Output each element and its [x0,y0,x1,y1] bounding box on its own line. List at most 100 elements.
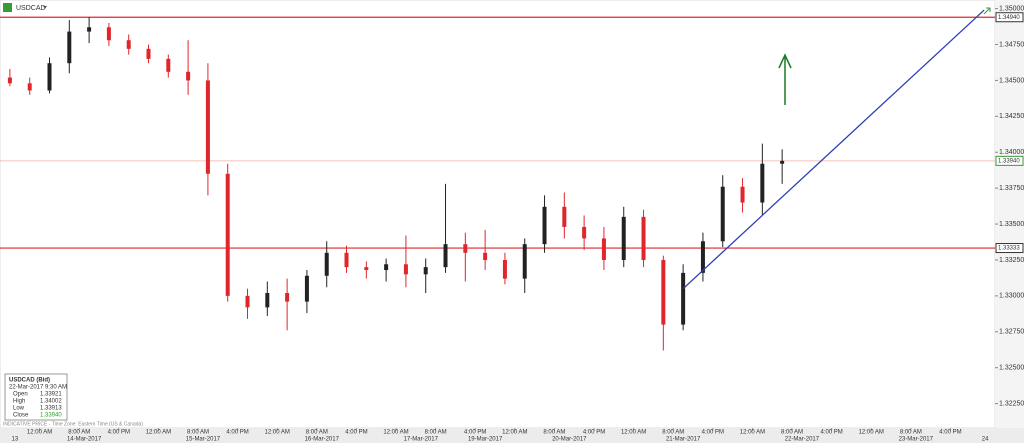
symbol-icon [3,3,12,12]
x-tick-label: 4:00 PM [226,430,248,436]
green-arrow [778,53,792,105]
x-tick-label: 8:00 AM [900,430,922,436]
candle-body [205,80,210,174]
y-tick-label: 1.32250 [999,400,1024,407]
candle-body [740,186,745,203]
x-tick-label: 12:00 AM [27,430,52,436]
date-label: 14-Mar-2017 [67,437,102,443]
x-tick-label: 8:00 AM [662,430,684,436]
y-tick-label: 1.33750 [999,185,1024,192]
candle-body [483,252,488,260]
info-box: USDCAD (Bid) 22-Mar-2017 9:30 AM Open 1.3… [4,373,68,421]
candle-body [364,267,369,271]
candle-body [304,275,309,302]
y-tick-label: 1.33250 [999,257,1024,264]
candle-body [502,259,507,279]
date-label: 19-Mar-2017 [468,437,503,443]
candle-body [621,216,626,260]
candle-body [166,58,171,72]
candle-body [443,244,448,268]
candle-body [542,206,547,245]
y-tick-label: 1.35000 [999,5,1024,12]
y-tick-label: 1.33000 [999,293,1024,300]
candle-body [47,63,52,91]
candle-body [67,31,72,64]
x-tick-label: 4:00 PM [702,430,724,436]
info-label: Close [13,413,29,419]
level-label: 1.33333 [998,246,1020,252]
level-tag [995,155,1024,166]
footer: INDICATIVE PRICE - Time Zone: Eastern Ti… [3,421,143,427]
candle-body [324,252,329,276]
candle-body [27,83,32,91]
candle-body [661,259,666,325]
date-label: 21-Mar-2017 [666,437,701,443]
level-tag [995,12,1024,23]
candle-body [186,71,191,81]
candle-body [641,216,646,260]
info-label: Low [13,406,25,412]
x-tick-label: 12:00 AM [502,430,527,436]
candle-body [7,77,12,84]
y-axis-panel [995,0,1024,443]
info-frame [4,373,68,421]
x-tick-label: 8:00 AM [781,430,803,436]
info-title: USDCAD (Bid) [9,378,50,384]
x-tick-label: 12:00 AM [146,430,171,436]
corner-icon [983,7,991,15]
x-tick-label: 4:00 PM [583,430,605,436]
x-tick-label: 12:00 AM [740,430,765,436]
candle-body [522,244,527,279]
date-label: 17-Mar-2017 [404,437,439,443]
candle-body [225,173,230,296]
candle-body [344,252,349,268]
candle-body [720,186,725,242]
x-tick-label: 8:00 AM [425,430,447,436]
x-tick-label: 12:00 AM [383,430,408,436]
x-tick-label: 4:00 PM [820,430,842,436]
info-value: 1.34002 [40,399,62,405]
info-label: High [13,399,25,405]
date-label: 24 [982,437,989,443]
x-tick-label: 4:00 PM [464,430,486,436]
date-label: 20-Mar-2017 [552,437,587,443]
candle-body [106,27,111,41]
candle-body [562,206,567,227]
candle-body [245,295,250,308]
date-label: 13 [12,437,19,443]
date-label: 23-Mar-2017 [899,437,934,443]
y-tick-label: 1.34250 [999,113,1024,120]
candle-body [780,160,785,164]
info-time: 22-Mar-2017 9:30 AM [9,385,67,391]
dropdown-arrow[interactable] [43,6,47,9]
candle-body [601,238,606,260]
y-tick-label: 1.34000 [999,149,1024,156]
info-label: Open [13,392,28,398]
x-tick-label: 8:00 AM [306,430,328,436]
trendline [682,9,985,290]
candle-body [265,292,270,308]
y-tick-label: 1.34750 [999,41,1024,48]
info-value: 1.33940 [40,413,62,419]
candle-body [146,48,151,59]
x-tick-label: 4:00 PM [939,430,961,436]
y-tick-label: 1.32750 [999,329,1024,336]
candle-body [126,40,131,49]
x-tick-label: 8:00 AM [187,430,209,436]
y-tick-label: 1.33500 [999,221,1024,228]
level-label: 1.33940 [998,158,1020,164]
y-tick-label: 1.34500 [999,77,1024,84]
level-tag [995,243,1024,254]
symbol: USDCAD [16,5,46,12]
x-tick-label: 12:00 AM [859,430,884,436]
plot-area [0,0,996,429]
x-tick-label: 8:00 AM [543,430,565,436]
candle-body [285,292,290,302]
candle-body [384,264,389,271]
candle-body [760,163,765,203]
info-value: 1.33921 [40,392,62,398]
x-tick-label: 8:00 AM [68,430,90,436]
candle-body [423,267,428,275]
